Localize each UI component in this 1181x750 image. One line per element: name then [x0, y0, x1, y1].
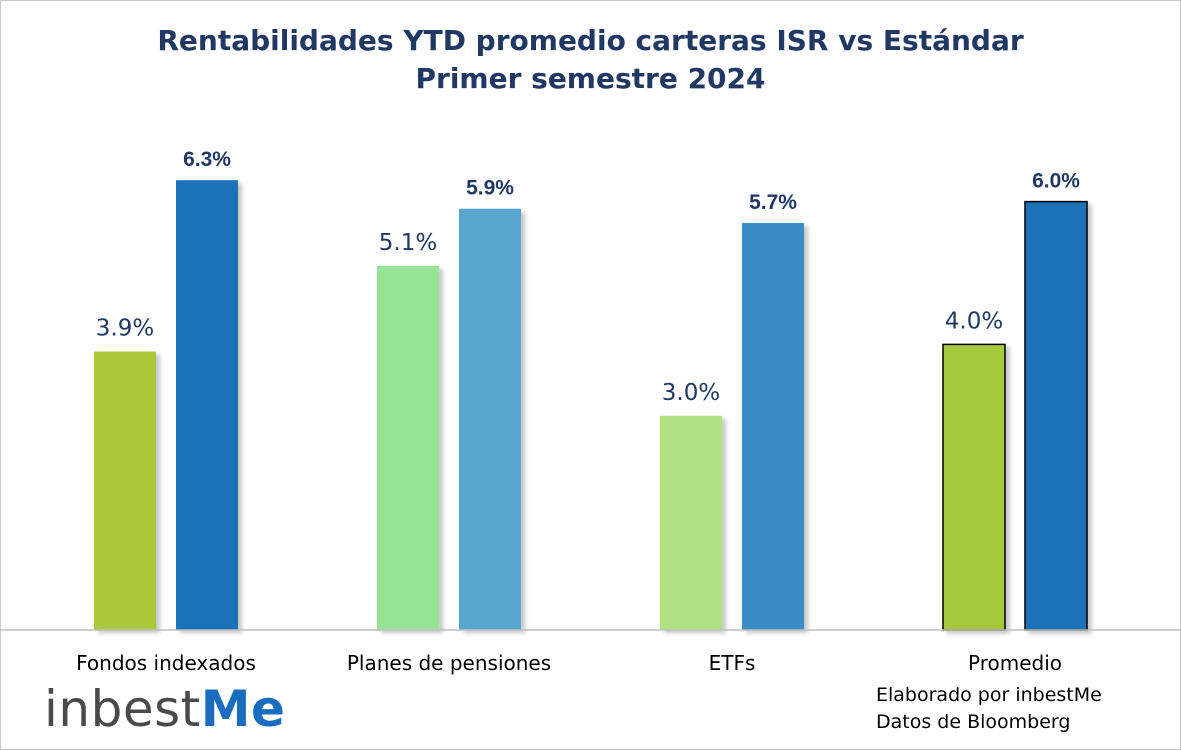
bar-planes-de-pensiones-s2: [459, 208, 521, 631]
credits: Elaborado por inbestMe Datos de Bloomber…: [876, 682, 1102, 736]
bar-fondos-indexados-s1: [94, 351, 156, 630]
data-label-s1: 5.1%: [379, 230, 437, 256]
chart-title: Rentabilidades YTD promedio carteras ISR…: [157, 24, 1024, 57]
inbestme-logo: inbest Me: [44, 680, 286, 738]
data-label-s2: 5.9%: [466, 177, 514, 200]
chart-title-block: Rentabilidades YTD promedio carteras ISR…: [0, 22, 1181, 98]
bar-etfs-s2: [742, 223, 804, 630]
bar-promedio-s1: [942, 343, 1006, 631]
chart-subtitle: Primer semestre 2024: [415, 62, 766, 95]
bar-etfs-s1: [660, 415, 722, 630]
data-label-s2: 6.3%: [183, 148, 231, 171]
bar-fondos-indexados-s2: [176, 180, 238, 630]
bars-layer: [94, 180, 1088, 631]
data-label-s2: 5.7%: [749, 191, 797, 214]
data-label-s2: 6.0%: [1032, 170, 1080, 193]
logo-text-suffix: Me: [200, 680, 286, 738]
bar-promedio-s2: [1024, 200, 1088, 631]
credit-line-author: Elaborado por inbestMe: [876, 684, 1102, 706]
logo-text-prefix: inbest: [44, 680, 201, 738]
x-tick-label: Fondos indexados: [76, 651, 256, 675]
credit-line-source: Datos de Bloomberg: [876, 711, 1071, 733]
labels-layer: 3.9% 6.3% Fondos indexados 5.1% 5.9% Planes d…: [76, 148, 1080, 675]
data-label-s1: 3.9%: [96, 316, 154, 342]
x-tick-label: Promedio: [968, 651, 1062, 675]
bar-planes-de-pensiones-s1: [377, 265, 439, 630]
x-tick-label: Planes de pensiones: [347, 651, 551, 675]
x-tick-label: ETFs: [709, 651, 756, 675]
data-label-s1: 3.0%: [662, 380, 720, 406]
data-label-s1: 4.0%: [945, 308, 1003, 334]
